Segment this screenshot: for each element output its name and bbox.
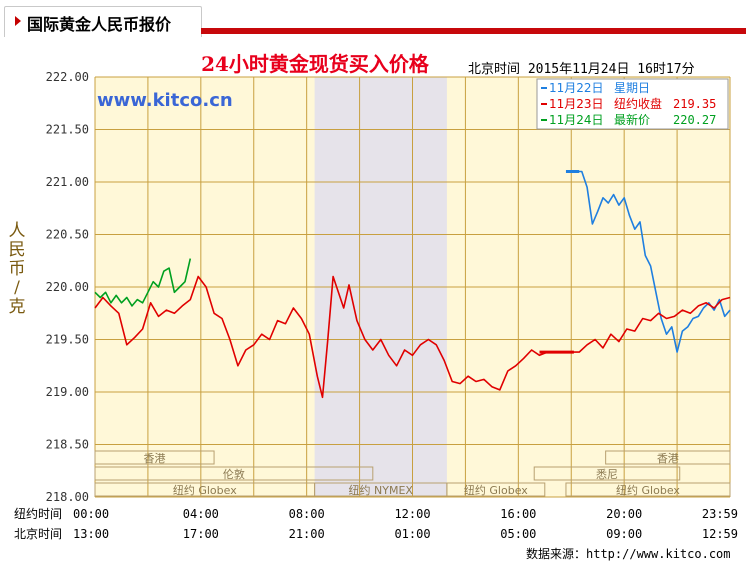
x-tick-label: 12:00	[394, 507, 430, 521]
y-axis-label-char: 克	[9, 297, 26, 317]
tab-gold-rmb-quote[interactable]: 国际黄金人民币报价	[4, 6, 202, 37]
x-tick-label: 20:00	[606, 507, 642, 521]
session-bar	[533, 466, 681, 481]
legend-box	[536, 78, 729, 130]
x-row-label: 北京时间	[14, 527, 62, 541]
y-tick-label: 221.50	[46, 123, 89, 137]
series-line-3	[94, 258, 192, 307]
y-tick-label: 219.50	[46, 333, 89, 347]
legend-date: 11月24日	[549, 113, 604, 127]
tab-title: 国际黄金人民币报价	[27, 15, 172, 34]
session-label: 纽约 Globex	[173, 483, 237, 497]
x-tick-label: 05:00	[500, 527, 536, 541]
chart-title: 24小时黄金现货买入价格	[201, 52, 430, 76]
y-tick-label: 219.00	[46, 385, 89, 399]
arrow-right-icon	[15, 16, 21, 26]
legend-date: 11月23日	[549, 97, 604, 111]
session-label: 纽约 NYMEX	[349, 483, 414, 497]
session-bar	[94, 450, 215, 465]
watermark-text: www.kitco.cn	[97, 90, 233, 111]
session-label: 伦敦	[223, 467, 245, 481]
data-source-text: 数据来源：http://www.kitco.com	[526, 547, 731, 561]
gold-price-chart: 222.00 221.50 221.00 220.50 220.00 219.50 219.…	[9, 52, 739, 541]
chart-subtitle: 北京时间 2015年11月24日 16时17分	[468, 62, 695, 77]
session-label: 纽约 Globex	[616, 483, 680, 497]
y-axis-label-char: 人	[9, 221, 26, 241]
session-bar	[446, 482, 546, 497]
x-tick-label: 08:00	[289, 507, 325, 521]
x-row-label: 纽约时间	[14, 506, 62, 521]
x-tick-label: 09:00	[606, 527, 642, 541]
legend-value: 219.35	[673, 97, 716, 111]
x-tick-label: 17:00	[183, 527, 219, 541]
series-line-1	[566, 170, 731, 353]
x-tick-label: 13:00	[73, 527, 109, 541]
y-axis-label-char: /	[14, 278, 20, 298]
x-tick-label: 12:59	[702, 527, 738, 541]
legend-label: 星期日	[614, 81, 650, 95]
header-tab-bar: 国际黄金人民币报价	[0, 0, 751, 37]
series-line-2	[94, 275, 731, 399]
legend-label: 纽约收盘	[614, 96, 662, 111]
legend-label: 最新价	[614, 112, 650, 127]
session-label: 悉尼	[596, 468, 618, 481]
x-tick-label: 01:00	[394, 527, 430, 541]
x-tick-label: 21:00	[289, 527, 325, 541]
x-tick-label: 04:00	[183, 507, 219, 521]
header-red-rule	[201, 28, 746, 34]
legend-date: 11月22日	[549, 81, 604, 95]
session-bar	[565, 482, 731, 497]
y-tick-label: 218.50	[46, 438, 89, 452]
session-label: 香港	[657, 452, 679, 465]
y-tick-label: 221.00	[46, 175, 89, 189]
y-tick-label: 218.00	[46, 490, 89, 504]
y-tick-label: 220.00	[46, 280, 89, 294]
session-label: 香港	[144, 452, 166, 465]
y-tick-label: 220.50	[46, 228, 89, 242]
x-tick-label: 23:59	[702, 507, 738, 521]
session-label: 纽约 Globex	[464, 483, 528, 497]
x-tick-label: 00:00	[73, 507, 109, 521]
y-axis-label-char: 币	[9, 259, 26, 279]
session-bar	[605, 450, 731, 465]
y-tick-label: 222.00	[46, 70, 89, 84]
x-tick-label: 16:00	[500, 507, 536, 521]
session-bar	[94, 466, 374, 481]
y-axis-label-char: 民	[9, 240, 26, 260]
legend-value: 220.27	[673, 113, 716, 127]
